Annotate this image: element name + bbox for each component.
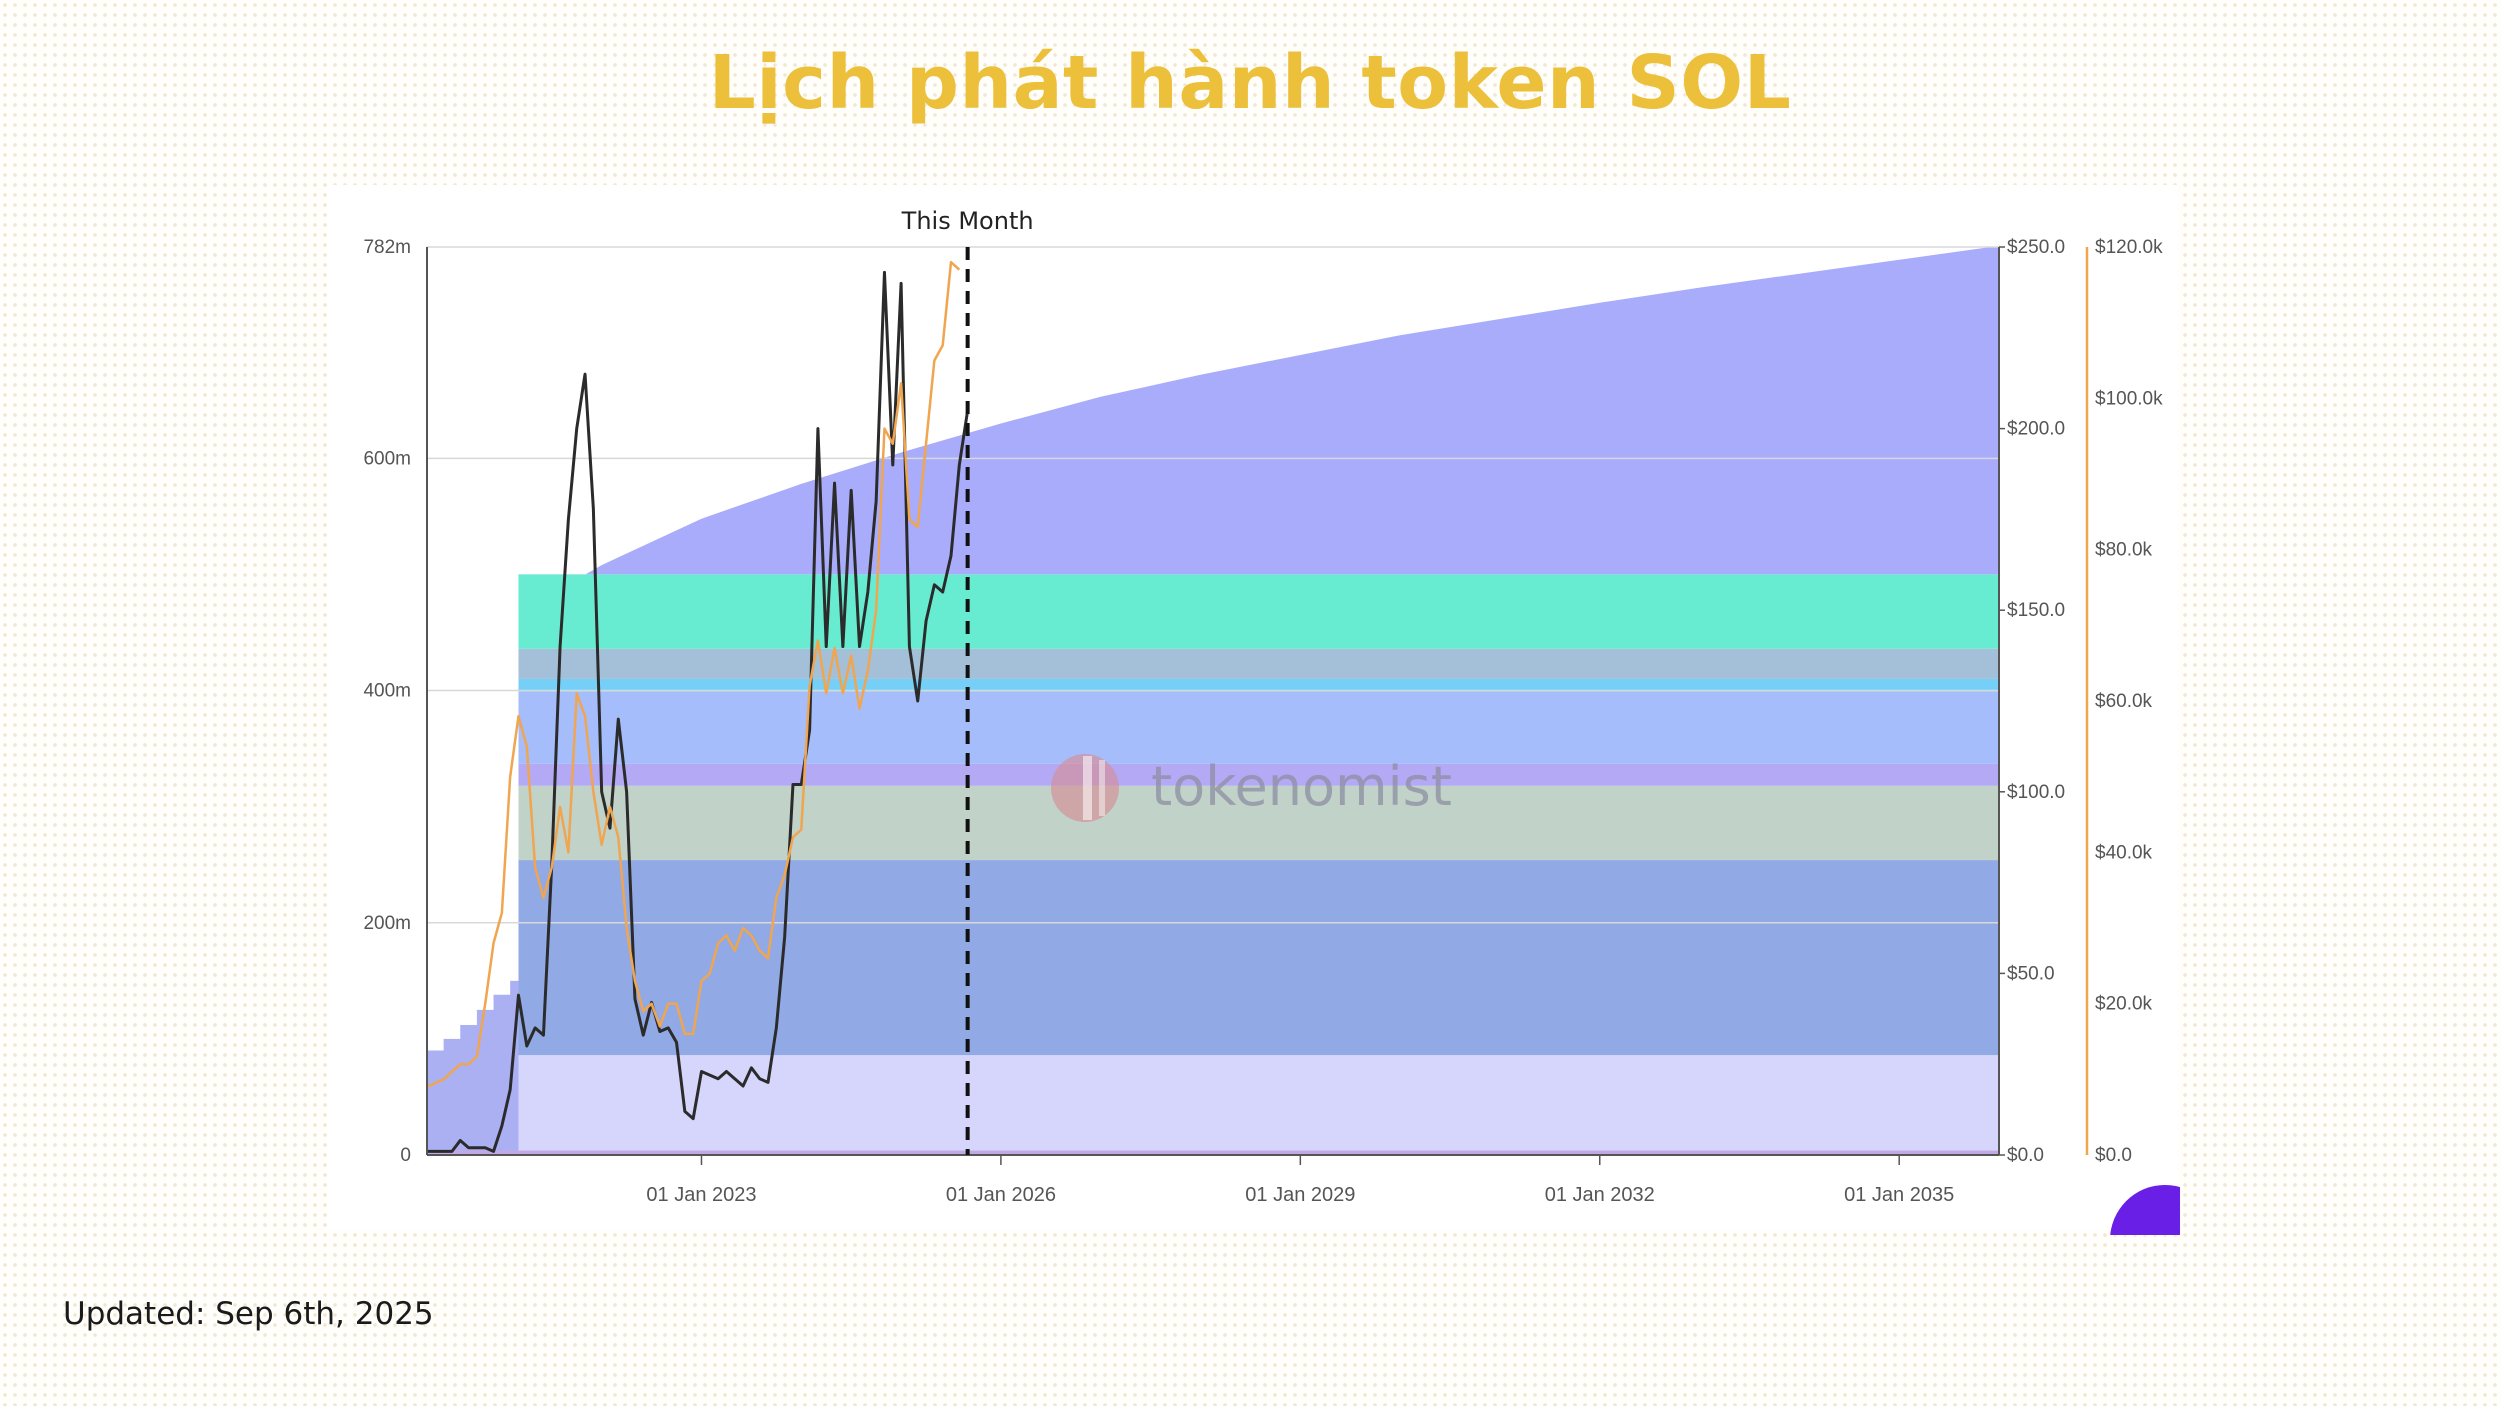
y-right1-tick-label: $50.0 xyxy=(2007,963,2055,984)
y-right1-tick-label: $0.0 xyxy=(2007,1145,2044,1166)
allocation-band xyxy=(518,691,1999,764)
allocation-band xyxy=(518,763,1999,786)
y-left-tick-label: 400m xyxy=(363,681,411,702)
watermark-logo-bar-icon xyxy=(1083,756,1092,820)
early-supply-base xyxy=(427,1150,519,1155)
y-left-tick-label: 200m xyxy=(363,913,411,934)
this-month-marker: This Month xyxy=(901,207,1034,1155)
x-tick-label: 01 Jan 2023 xyxy=(646,1184,756,1206)
y-right2-tick-label: $40.0k xyxy=(2095,842,2153,863)
updated-date: Updated: Sep 6th, 2025 xyxy=(63,1296,434,1332)
x-tick-label: 01 Jan 2032 xyxy=(1545,1184,1655,1206)
this-month-label: This Month xyxy=(901,207,1034,235)
allocation-band xyxy=(518,678,1999,692)
y-left-tick-label: 0 xyxy=(400,1145,411,1166)
y-right1-tick-label: $250.0 xyxy=(2007,237,2065,258)
x-tick-label: 01 Jan 2029 xyxy=(1245,1184,1355,1206)
price-line-orange xyxy=(426,260,961,1089)
corner-badge-icon[interactable] xyxy=(2110,1185,2180,1235)
allocation-band xyxy=(518,785,1999,861)
y-left-tick-label: 600m xyxy=(363,448,411,469)
y-right2-tick-label: $120.0k xyxy=(2095,237,2163,258)
allocation-bands xyxy=(427,247,1999,1155)
supply-chart: tokenomist 0 200m 400m 600m 782m $0.0 $50.0 $10… xyxy=(363,207,2163,1206)
watermark-logo-bar-icon xyxy=(1099,760,1105,816)
watermark: tokenomist xyxy=(1051,754,1452,822)
watermark-text: tokenomist xyxy=(1151,755,1452,818)
x-tick-label: 01 Jan 2026 xyxy=(946,1184,1056,1206)
y-right2-tick-label: $80.0k xyxy=(2095,540,2153,561)
x-tick-label: 01 Jan 2035 xyxy=(1844,1184,1954,1206)
early-supply-area xyxy=(427,980,519,1155)
y-right2-tick-label: $0.0 xyxy=(2095,1145,2132,1166)
chart-card: tokenomist 0 200m 400m 600m 782m $0.0 $50.0 $10… xyxy=(327,185,2177,1230)
y-right2-tick-label: $20.0k xyxy=(2095,994,2153,1015)
y-right2-tick-label: $60.0k xyxy=(2095,691,2153,712)
inflation-band xyxy=(518,247,1999,613)
price-line-dark xyxy=(427,270,970,1153)
allocation-band xyxy=(518,1055,1999,1151)
price-lines xyxy=(426,260,970,1153)
allocation-band xyxy=(518,574,1999,649)
y-left-tick-label: 782m xyxy=(363,237,411,258)
allocation-band xyxy=(518,648,1999,679)
page-title: Lịch phát hành token SOL xyxy=(708,40,1792,126)
y-right1-tick-label: $150.0 xyxy=(2007,600,2065,621)
axes: 0 200m 400m 600m 782m $0.0 $50.0 $100.0 $150.0 $2… xyxy=(363,237,2163,1206)
allocation-band xyxy=(518,860,1999,1056)
y-right1-tick-label: $100.0 xyxy=(2007,782,2065,803)
y-right1-tick-label: $200.0 xyxy=(2007,419,2065,440)
allocation-band xyxy=(518,1150,1999,1155)
y-right2-tick-label: $100.0k xyxy=(2095,388,2163,409)
